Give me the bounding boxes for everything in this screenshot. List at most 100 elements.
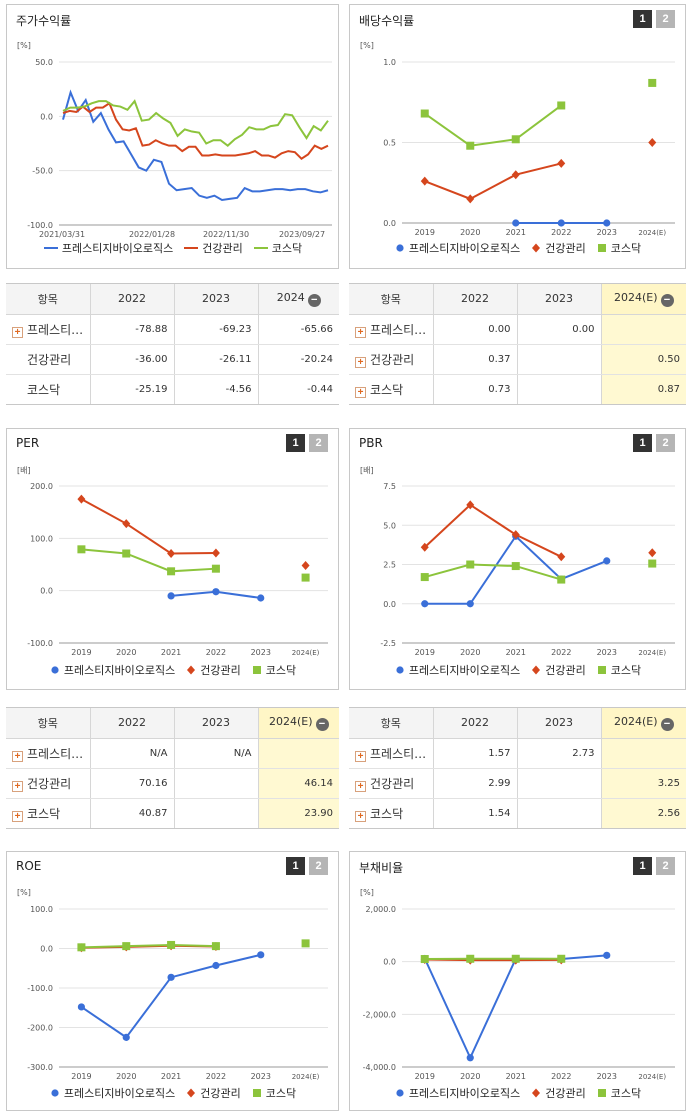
series-line-3[interactable] xyxy=(62,99,329,147)
data-point[interactable] xyxy=(466,500,475,510)
page-1-button[interactable]: 1 xyxy=(286,857,305,875)
data-point[interactable] xyxy=(122,1033,130,1041)
data-point[interactable] xyxy=(167,973,175,981)
data-point[interactable] xyxy=(511,562,520,571)
row-name[interactable]: + 프레스티… xyxy=(349,314,433,345)
data-point[interactable] xyxy=(648,138,657,147)
page-1-button[interactable]: 1 xyxy=(286,434,305,452)
page-1-button[interactable]: 1 xyxy=(633,10,652,28)
page-1-button[interactable]: 1 xyxy=(633,434,652,452)
legend-item[interactable]: 프레스티지바이오로직스 xyxy=(394,240,520,256)
row-name[interactable]: + 코스닥 xyxy=(349,374,433,404)
legend-item[interactable]: 프레스티지바이오로직스 xyxy=(394,1085,520,1101)
data-point[interactable] xyxy=(212,961,220,970)
data-point[interactable] xyxy=(212,588,220,596)
legend-marker[interactable] xyxy=(532,665,541,675)
expand-icon[interactable]: + xyxy=(355,326,366,338)
data-point[interactable] xyxy=(211,564,220,573)
legend-item[interactable]: 건강관리 xyxy=(530,240,586,256)
series-line-3[interactable] xyxy=(424,563,562,581)
legend-item[interactable]: 프레스티지바이오로직스 xyxy=(394,662,520,678)
page-2-button[interactable]: 2 xyxy=(656,434,675,452)
data-point[interactable] xyxy=(557,219,565,227)
row-name[interactable]: + 코스닥 xyxy=(6,798,90,828)
legend-marker[interactable] xyxy=(51,666,59,674)
data-point[interactable] xyxy=(648,78,657,87)
legend-marker[interactable] xyxy=(597,666,606,674)
legend-marker[interactable] xyxy=(532,243,541,253)
legend-marker[interactable] xyxy=(51,1089,59,1097)
series-line-2[interactable] xyxy=(424,503,562,558)
data-point[interactable] xyxy=(420,955,429,964)
data-point[interactable] xyxy=(167,592,175,600)
legend-marker[interactable] xyxy=(187,1088,196,1098)
row-name[interactable]: + 프레스티… xyxy=(6,314,90,345)
data-point[interactable] xyxy=(466,560,475,569)
collapse-icon[interactable]: − xyxy=(660,717,674,731)
legend-item[interactable]: 건강관리 xyxy=(530,1085,586,1101)
legend-item[interactable]: 건강관리 xyxy=(183,240,243,256)
expand-icon[interactable]: + xyxy=(12,780,23,792)
row-name[interactable]: + 프레스티… xyxy=(349,738,433,769)
data-point[interactable] xyxy=(511,135,520,144)
series-line-3[interactable] xyxy=(424,104,562,147)
data-point[interactable] xyxy=(466,141,475,150)
data-point[interactable] xyxy=(512,219,520,227)
legend-item[interactable]: 건강관리 xyxy=(185,1085,241,1101)
data-point[interactable] xyxy=(167,940,176,949)
data-point[interactable] xyxy=(557,158,566,168)
page-1-button[interactable]: 1 xyxy=(633,857,652,875)
row-name[interactable]: + 프레스티… xyxy=(6,738,90,769)
data-point[interactable] xyxy=(167,567,176,576)
legend-item[interactable]: 건강관리 xyxy=(185,662,241,678)
legend-item[interactable]: 코스닥 xyxy=(253,240,302,256)
data-point[interactable] xyxy=(466,954,475,963)
row-name[interactable]: + 건강관리 xyxy=(349,768,433,799)
page-2-button[interactable]: 2 xyxy=(656,10,675,28)
data-point[interactable] xyxy=(603,951,611,959)
data-point[interactable] xyxy=(557,954,566,963)
expand-icon[interactable]: + xyxy=(12,750,23,762)
data-point[interactable] xyxy=(167,549,176,559)
data-point[interactable] xyxy=(77,943,86,952)
legend-item[interactable]: 프레스티지바이오로직스 xyxy=(49,662,175,678)
page-2-button[interactable]: 2 xyxy=(309,857,328,875)
expand-icon[interactable]: + xyxy=(355,780,366,792)
series-line-2[interactable] xyxy=(62,101,329,160)
legend-marker[interactable] xyxy=(597,244,606,252)
collapse-icon[interactable]: − xyxy=(307,293,321,307)
legend-marker[interactable] xyxy=(532,1088,541,1098)
data-point[interactable] xyxy=(257,951,265,959)
legend-item[interactable]: 프레스티지바이오로직스 xyxy=(43,240,173,256)
legend-marker[interactable] xyxy=(597,1089,606,1097)
data-point[interactable] xyxy=(301,939,310,948)
data-point[interactable] xyxy=(511,954,520,963)
data-point[interactable] xyxy=(648,559,657,568)
data-point[interactable] xyxy=(122,549,131,558)
data-point[interactable] xyxy=(420,542,429,552)
legend-marker[interactable] xyxy=(252,1089,261,1097)
row-name[interactable]: + 건강관리 xyxy=(349,344,433,375)
series-line-1[interactable] xyxy=(80,953,261,1039)
legend-marker[interactable] xyxy=(396,1089,404,1097)
data-point[interactable] xyxy=(420,109,429,118)
expand-icon[interactable]: + xyxy=(355,750,366,762)
legend-item[interactable]: 코스닥 xyxy=(251,1085,296,1101)
legend-marker[interactable] xyxy=(252,666,261,674)
data-point[interactable] xyxy=(466,194,475,204)
data-point[interactable] xyxy=(211,942,220,951)
row-name[interactable]: 코스닥 xyxy=(27,382,61,397)
expand-icon[interactable]: + xyxy=(12,810,23,822)
collapse-icon[interactable]: − xyxy=(315,717,329,731)
expand-icon[interactable]: + xyxy=(12,326,23,338)
data-point[interactable] xyxy=(648,548,657,558)
data-point[interactable] xyxy=(421,600,429,608)
collapse-icon[interactable]: − xyxy=(660,293,674,307)
legend-item[interactable]: 코스닥 xyxy=(596,240,641,256)
legend-marker[interactable] xyxy=(396,244,404,252)
data-point[interactable] xyxy=(211,548,220,558)
expand-icon[interactable]: + xyxy=(355,356,366,368)
data-point[interactable] xyxy=(557,552,566,562)
legend-item[interactable]: 코스닥 xyxy=(596,662,641,678)
expand-icon[interactable]: + xyxy=(355,810,366,822)
